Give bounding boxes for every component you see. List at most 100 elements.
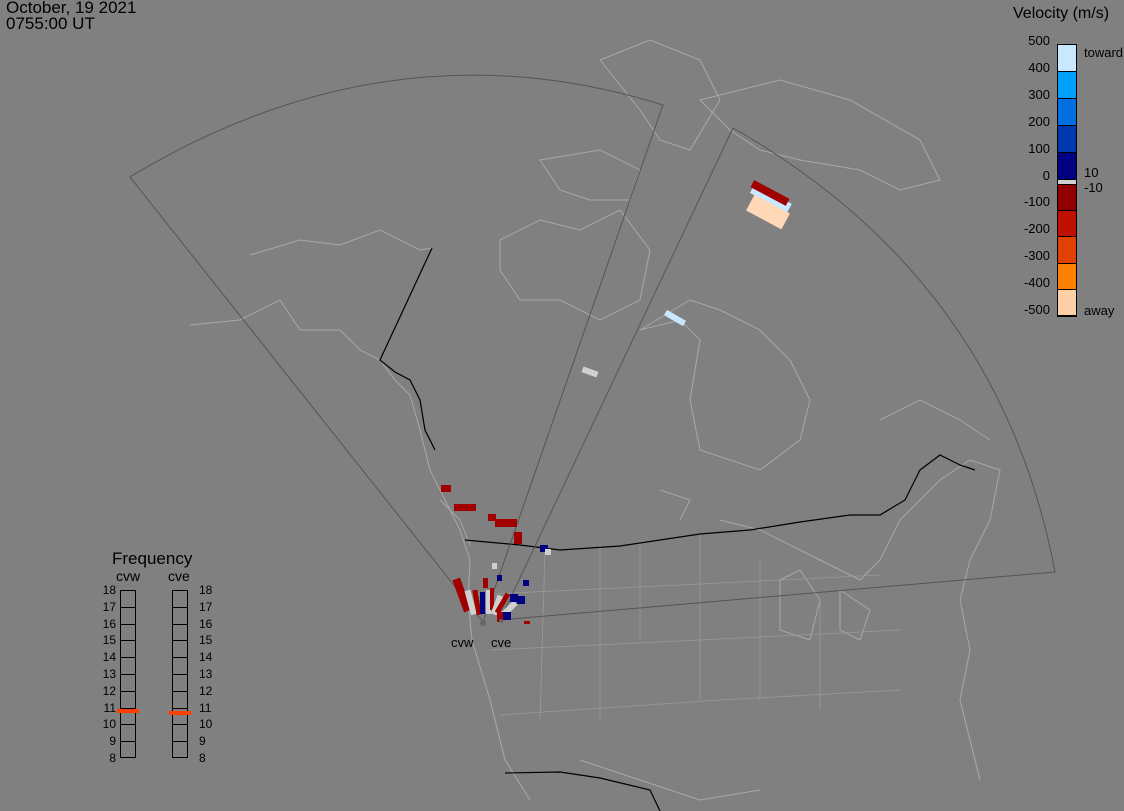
frequency-marker-cvw (117, 708, 139, 713)
frequency-gridline (172, 640, 188, 642)
frequency-gridline (120, 741, 136, 743)
frequency-gridline (120, 623, 136, 625)
frequency-radar-cvw: cvw (116, 568, 141, 584)
colorbar-tick: 0 (1042, 167, 1050, 183)
colorbar-segment (1058, 45, 1076, 72)
frequency-title: Frequency (112, 549, 193, 568)
frequency-tick-left: 13 (102, 667, 116, 681)
frequency-tick-right: 18 (199, 583, 213, 597)
frequency-tick-left: 10 (102, 717, 116, 732)
colorbar-label-minus10: -10 (1084, 180, 1103, 195)
coastlines (189, 39, 1001, 801)
cell (494, 592, 511, 615)
cell (514, 532, 522, 544)
frequency-tick-right: 9 (199, 734, 206, 749)
frequency-tick-left: 18 (102, 583, 116, 597)
frequency-tick-left: 11 (103, 700, 116, 715)
cell (524, 621, 530, 624)
frequency-gridline (120, 640, 136, 642)
colorbar-segment (1058, 153, 1076, 180)
frequency-tick-left: 12 (102, 683, 116, 698)
radar-fov (129, 74, 1056, 623)
frequency-tick-left: 17 (102, 599, 116, 614)
cell (510, 594, 518, 602)
colorbar-segment (1058, 180, 1076, 185)
colorbar-tick: 200 (1028, 113, 1050, 129)
site-label-cvw: cvw (451, 635, 474, 650)
colorbar-tick: 100 (1028, 140, 1050, 156)
cell (540, 545, 548, 552)
frequency-gridline (120, 657, 136, 659)
frequency-gridline (172, 606, 188, 608)
cell (483, 578, 488, 588)
national-borders (379, 247, 976, 811)
cell (488, 514, 496, 521)
colorbar-segment (1058, 72, 1076, 99)
cell (490, 588, 494, 610)
site-label-cve: cve (491, 635, 512, 650)
frequency-tick-right: 13 (199, 667, 213, 681)
frequency-tick-left: 9 (109, 734, 116, 749)
frequency-tick-right: 14 (199, 650, 213, 665)
colorbar-tick: -300 (1023, 248, 1050, 264)
frequency-gridline (172, 623, 188, 625)
frequency-gridline (172, 657, 188, 659)
frequency-tick-right: 8 (199, 751, 206, 765)
cell (452, 577, 472, 613)
frequency-marker-cve (169, 710, 191, 715)
cell (523, 580, 529, 586)
frequency-tick-right: 12 (199, 683, 213, 698)
fov-cvw (129, 74, 664, 623)
cell (497, 612, 503, 622)
cell (746, 194, 790, 230)
frequency-gridline (120, 674, 136, 675)
frequency-gridline (120, 724, 136, 726)
colorbar-title: Velocity (m/s) (1013, 5, 1110, 22)
scatter-cells (441, 180, 792, 624)
colorbar-tick: 400 (1028, 59, 1050, 75)
radar-sites (480, 619, 503, 626)
cell (545, 549, 551, 555)
velocity-colorbar (1057, 44, 1077, 317)
cell (464, 589, 477, 616)
frequency-tick-left: 8 (109, 751, 116, 765)
frequency-tick-right: 16 (199, 616, 213, 631)
colorbar-segment (1058, 237, 1076, 264)
cell (750, 180, 790, 206)
frequency-tick-right: 15 (199, 633, 213, 648)
cell (497, 575, 502, 581)
fov-cve (499, 127, 1056, 621)
cell (490, 594, 504, 616)
site-cve (499, 619, 503, 623)
colorbar-tick: -400 (1023, 275, 1050, 291)
colorbar-segment (1058, 211, 1076, 238)
cell (581, 366, 599, 378)
cell (454, 504, 476, 511)
cell (495, 519, 517, 527)
colorbar-tick: -200 (1023, 221, 1050, 237)
time-label: 0755:00 UT (6, 14, 95, 33)
frequency-tick-right: 10 (199, 717, 213, 732)
colorbar-tick: 300 (1028, 86, 1050, 102)
frequency-tick-left: 16 (102, 616, 116, 631)
colorbar-toward-label: toward (1084, 45, 1124, 60)
colorbar-tick: -100 (1023, 194, 1050, 210)
frequency-gridline (172, 724, 188, 726)
cell (441, 485, 451, 492)
colorbar-tick: 500 (1028, 33, 1050, 48)
frequency-gridline (172, 690, 188, 692)
colorbar-label-10: 10 (1084, 165, 1099, 180)
cell (486, 590, 491, 614)
cell (663, 309, 687, 327)
cell (503, 612, 511, 620)
cell (480, 592, 485, 614)
frequency-gridline (172, 674, 188, 675)
cell (517, 596, 525, 604)
frequency-tick-right: 11 (199, 700, 212, 715)
colorbar-tick: -500 (1023, 302, 1050, 317)
frequency-gridline (120, 606, 136, 608)
header: October, 19 2021 0755:00 UT (6, 0, 136, 32)
frequency-tick-left: 15 (102, 633, 116, 648)
cell (472, 589, 482, 616)
